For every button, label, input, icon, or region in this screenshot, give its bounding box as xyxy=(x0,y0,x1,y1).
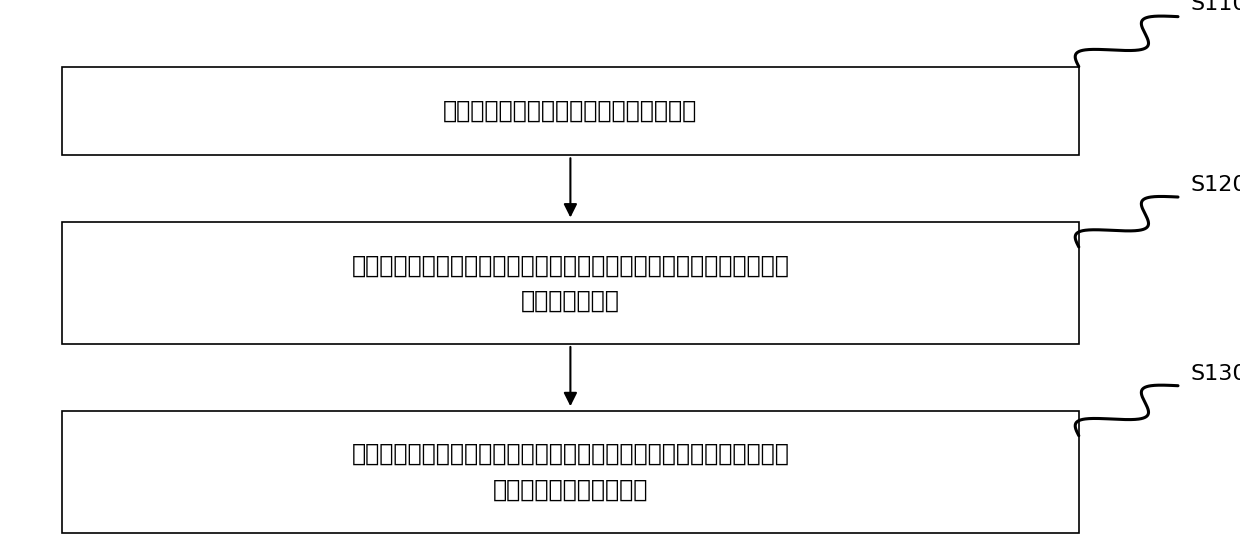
Text: 燃料电池的电压转换器接收需求功率指令: 燃料电池的电压转换器接收需求功率指令 xyxy=(443,99,698,123)
Text: S130: S130 xyxy=(1190,364,1240,384)
Text: S120: S120 xyxy=(1190,175,1240,195)
FancyBboxPatch shape xyxy=(62,67,1079,155)
FancyBboxPatch shape xyxy=(62,411,1079,533)
Text: S110: S110 xyxy=(1190,0,1240,14)
Text: 锂电池的电压转换器根据母线电压变化值确定波动功率，并控制锂电池
输出或吸收所述波动功率: 锂电池的电压转换器根据母线电压变化值确定波动功率，并控制锂电池 输出或吸收所述波… xyxy=(351,442,790,502)
FancyBboxPatch shape xyxy=(62,222,1079,344)
Text: 若所述需求功率未超过燃料电池的额定功率，则控制燃料电池输出满足
负载需求的功率: 若所述需求功率未超过燃料电池的额定功率，则控制燃料电池输出满足 负载需求的功率 xyxy=(351,253,790,313)
